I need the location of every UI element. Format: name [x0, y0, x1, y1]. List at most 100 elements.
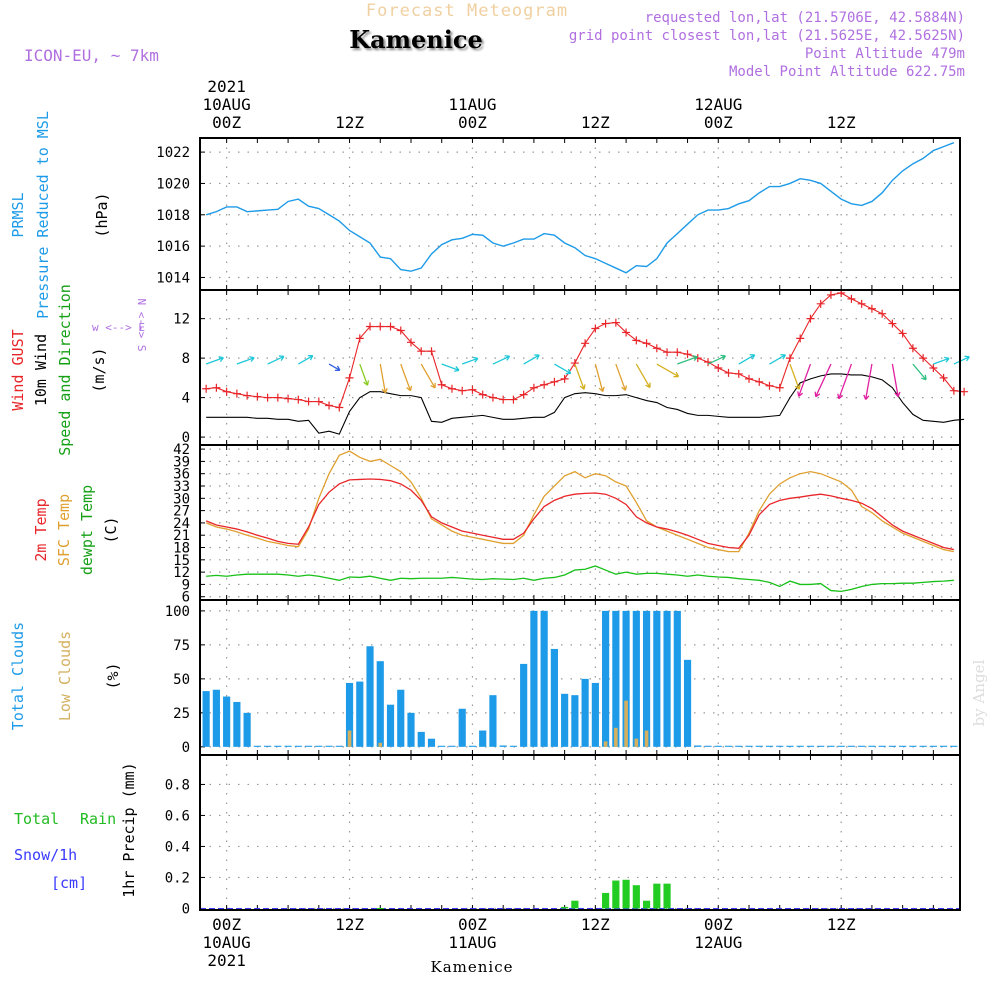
- top-time-label-line3: 00Z: [458, 113, 487, 132]
- wind-direction-arrow: [205, 356, 224, 365]
- gust-marker: [345, 373, 354, 382]
- prmsl-unit: (hPa): [93, 192, 111, 237]
- gust-marker: [355, 334, 364, 343]
- panel-frame: [199, 599, 961, 756]
- y-tick-label: 4: [182, 391, 190, 407]
- total-cloud-bar: [868, 745, 876, 747]
- total-cloud-bar: [479, 730, 487, 747]
- clouds-unit: (%): [104, 662, 122, 689]
- gust-marker: [437, 380, 446, 389]
- wind-direction-arrow: [420, 363, 436, 389]
- gust-marker: [806, 314, 815, 323]
- total-cloud-bar: [806, 745, 815, 747]
- panel-frame: [199, 754, 961, 911]
- wind-direction-arrow: [328, 363, 341, 372]
- total-cloud-bar: [366, 646, 374, 747]
- gust-marker: [622, 328, 631, 337]
- wind-direction-arrow: [635, 363, 651, 389]
- gust-marker: [458, 386, 467, 395]
- wind-direction-arrow: [594, 363, 605, 393]
- y-tick-label: 0: [182, 430, 190, 446]
- gust-marker: [826, 290, 835, 299]
- low-clouds-label: Low Clouds: [56, 631, 74, 721]
- rain-bar: [663, 883, 671, 909]
- total-cloud-bar: [642, 610, 651, 747]
- gust-marker: [427, 347, 436, 356]
- gust-marker: [796, 334, 805, 343]
- gust-marker: [488, 393, 497, 402]
- y-tick-label: 0.6: [165, 808, 190, 824]
- total-cloud-bar: [929, 745, 937, 747]
- wind-direction-arrow: [441, 363, 460, 372]
- total-cloud-bar: [735, 745, 743, 747]
- total-cloud-bar: [427, 738, 436, 747]
- total-cloud-bar: [827, 745, 835, 747]
- total-cloud-bar: [325, 745, 333, 747]
- gust-marker: [509, 395, 518, 404]
- bottom-time-label-line3: 2021: [207, 951, 246, 970]
- wind-direction-arrow: [769, 354, 786, 365]
- gust-marker: [335, 403, 344, 412]
- y-tick-label: 36: [173, 467, 190, 483]
- total-cloud-bar: [765, 745, 774, 747]
- top-time-label-line3: 12Z: [581, 113, 610, 132]
- total-cloud-bar: [264, 745, 272, 747]
- y-tick-label: 15: [173, 553, 190, 569]
- gust-marker: [222, 387, 231, 396]
- y-tick-label: 0.8: [165, 777, 190, 793]
- total-cloud-bar: [714, 745, 722, 747]
- y-tick-label: 0.2: [165, 870, 190, 886]
- gust-marker: [263, 393, 272, 402]
- gust-marker: [550, 377, 559, 386]
- y-tick-label: 9: [182, 577, 190, 593]
- gust-marker: [683, 350, 692, 359]
- total-cloud-bar: [417, 731, 425, 747]
- gust-marker: [765, 381, 774, 390]
- gust-marker: [417, 347, 426, 356]
- rain-bar: [376, 907, 384, 910]
- gust-marker: [232, 389, 241, 398]
- gust-marker: [519, 390, 528, 399]
- y-tick-label: 0.4: [165, 839, 190, 855]
- gust-marker: [775, 383, 784, 392]
- y-tick-label: 1014: [156, 270, 190, 286]
- total-cloud-bar: [673, 610, 681, 747]
- gust-marker: [939, 373, 948, 382]
- gust-marker: [755, 377, 764, 386]
- gust-marker: [704, 358, 713, 367]
- gust-marker: [785, 354, 794, 363]
- gust-marker: [325, 401, 334, 410]
- wind-direction-arrow: [797, 363, 812, 397]
- gust-marker: [386, 322, 395, 331]
- gust-marker: [663, 348, 672, 357]
- y-tick-label: 100: [165, 604, 190, 620]
- precip-cm-label: [cm]: [51, 874, 87, 892]
- total-cloud-bar: [858, 745, 866, 747]
- y-tick-label: 1022: [156, 145, 190, 161]
- wind-unit: (m/s): [90, 347, 108, 392]
- y-tick-label: 12: [173, 565, 190, 581]
- total-cloud-bar: [386, 704, 395, 747]
- gust-marker: [540, 380, 549, 389]
- panel-frame: [199, 289, 961, 446]
- y-tick-label: 1020: [156, 176, 190, 192]
- wind-direction-arrow: [379, 363, 388, 394]
- gust-marker: [212, 383, 221, 392]
- total-cloud-bar: [571, 695, 579, 747]
- total-cloud-bar: [817, 745, 825, 747]
- total-clouds-label: Total Clouds: [9, 622, 27, 730]
- gust-marker: [253, 392, 262, 401]
- gust-marker: [652, 344, 661, 353]
- gust-marker: [468, 385, 477, 394]
- low-cloud-bar: [644, 730, 649, 747]
- low-cloud-bar: [614, 727, 618, 747]
- gust-marker: [734, 369, 743, 378]
- total-cloud-bar: [888, 745, 896, 747]
- product-title: Forecast Meteogram: [366, 1, 568, 21]
- bottom-time-label-line2: 11AUG: [448, 933, 496, 952]
- gust-marker: [396, 326, 405, 335]
- y-tick-label: 1016: [156, 239, 190, 255]
- total-cloud-bar: [335, 745, 343, 747]
- compass-we: w <--> E: [92, 321, 145, 334]
